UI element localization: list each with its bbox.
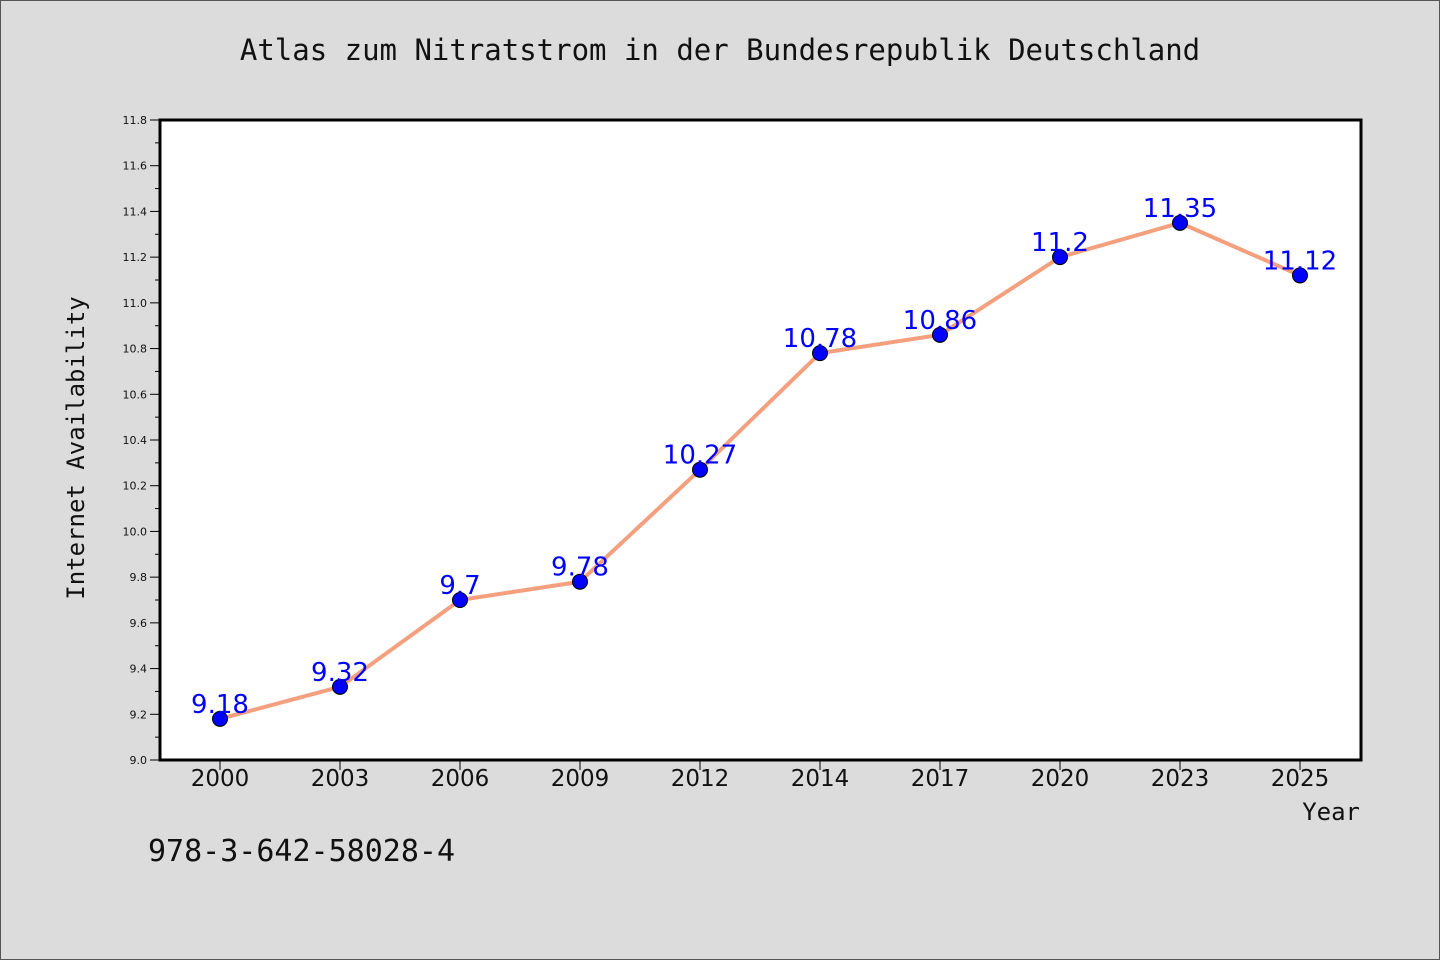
y-tick-label: 10.2	[123, 480, 148, 493]
y-tick-label: 9.0	[130, 754, 148, 767]
x-tick-label: 2009	[551, 766, 610, 792]
y-tick-label: 10.0	[123, 525, 148, 538]
data-label: 10.27	[663, 441, 737, 471]
x-tick-label: 2023	[1151, 766, 1210, 792]
data-label: 11.2	[1031, 228, 1089, 258]
series-group: 9.18 9.32 9.7 9.78 10.27 10.78 10.86 11.2 11.35 1…	[191, 194, 1337, 727]
x-tick-label: 2014	[791, 766, 850, 792]
data-point	[812, 345, 828, 362]
series-line	[219, 220, 1301, 721]
x-tick-label: 2000	[191, 766, 250, 792]
data-label: 11.12	[1263, 246, 1337, 276]
y-axis-ticks: 9.0 9.2 9.4 9.6 9.8 10.0 10.2 10.4 10.6 10.8 11.0 1…	[123, 114, 160, 767]
data-point	[572, 573, 588, 590]
x-tick-label: 2020	[1031, 766, 1090, 792]
chart-title: Atlas zum Nitratstrom in der Bundesrepub…	[239, 33, 1201, 67]
data-label: 10.78	[783, 324, 857, 354]
data-point	[1172, 214, 1188, 231]
data-point	[1052, 249, 1068, 266]
x-tick-label: 2025	[1271, 766, 1330, 792]
y-tick-label: 11.6	[123, 160, 148, 173]
data-point	[332, 678, 348, 695]
data-label: 9.7	[439, 571, 480, 601]
y-tick-label: 11.0	[123, 297, 148, 310]
data-label: 11.35	[1143, 194, 1217, 224]
data-point	[212, 710, 228, 727]
y-tick-label: 11.2	[123, 251, 148, 264]
data-label: 9.18	[191, 690, 249, 720]
y-tick-label: 10.8	[123, 343, 148, 356]
y-tick-label: 9.4	[130, 663, 148, 676]
y-tick-label: 11.4	[123, 205, 148, 218]
data-point	[452, 592, 468, 608]
y-tick-label: 10.6	[123, 388, 148, 401]
y-tick-label: 11.8	[123, 114, 148, 127]
y-axis-title: Internet Availability	[62, 296, 90, 599]
x-tick-label: 2006	[431, 766, 490, 792]
x-tick-label: 2017	[911, 766, 970, 792]
data-label: 9.78	[551, 553, 609, 583]
y-tick-label: 9.2	[130, 708, 148, 721]
data-point	[1292, 267, 1308, 284]
y-tick-label: 10.4	[123, 434, 148, 447]
x-axis-title: Year	[1302, 798, 1360, 826]
data-label: 10.86	[903, 306, 977, 336]
data-point	[692, 461, 708, 478]
data-point	[932, 326, 948, 343]
y-tick-label: 9.6	[130, 617, 148, 630]
x-tick-label: 2012	[671, 766, 730, 792]
y-tick-label: 9.8	[130, 571, 148, 584]
x-axis-ticks: 2000 2003 2006 2009 2012 2014 2017 2020 2023 2025	[191, 760, 1330, 792]
footer-isbn: 978-3-642-58028-4	[148, 834, 456, 869]
data-label: 9.32	[311, 658, 369, 688]
x-tick-label: 2003	[311, 766, 370, 792]
